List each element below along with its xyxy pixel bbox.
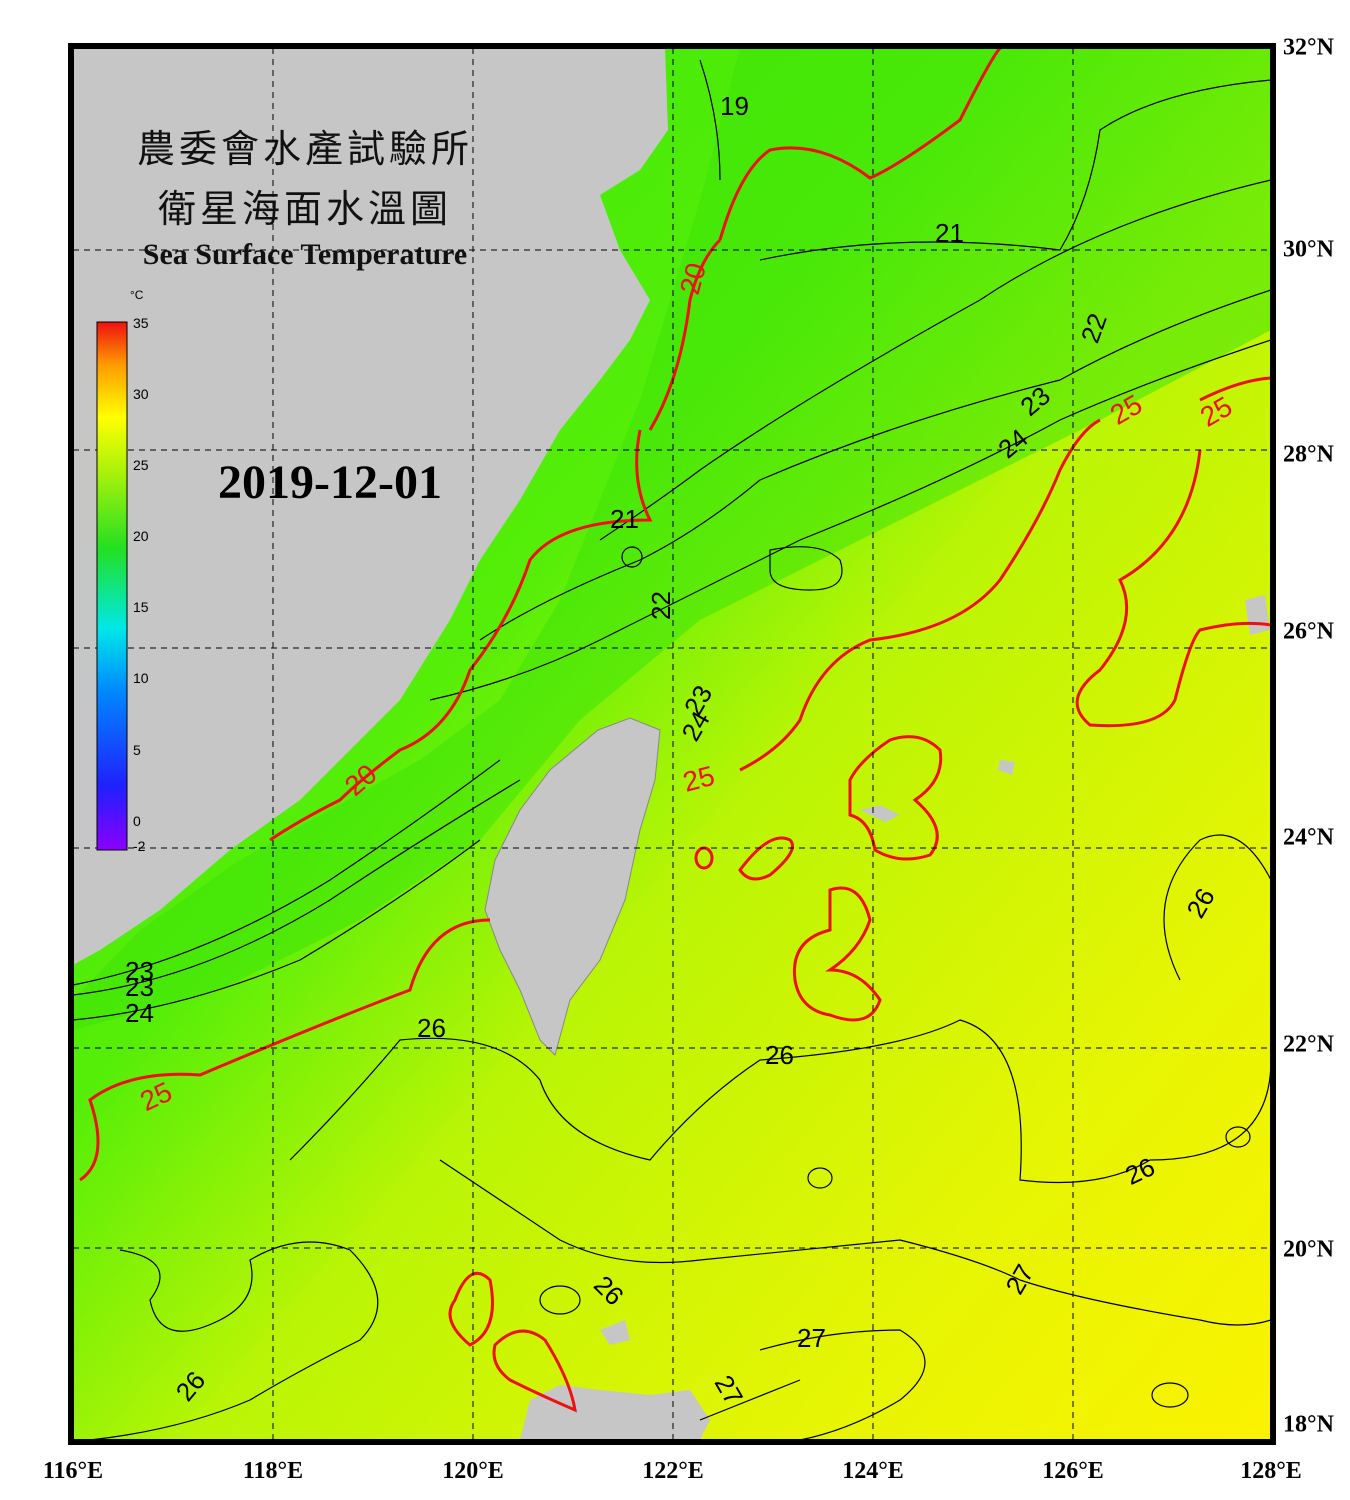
- colorbar-unit: °C: [130, 288, 144, 302]
- lat-label: 20°N: [1283, 1236, 1334, 1263]
- lon-label: 128°E: [1240, 1458, 1302, 1484]
- contour-label: 23: [125, 972, 154, 1002]
- lat-label: 30°N: [1283, 236, 1334, 263]
- lon-label: 116°E: [42, 1458, 104, 1484]
- lon-label: 122°E: [642, 1458, 704, 1484]
- lon-label: 120°E: [442, 1458, 504, 1484]
- contour-label: 23: [125, 956, 154, 986]
- colorbar-tick: 20: [133, 528, 149, 544]
- mainland-land: [73, 48, 668, 965]
- colorbar-tick: 5: [133, 742, 141, 758]
- cool-water-band: [73, 48, 1271, 1030]
- colorbar-tick: 15: [133, 599, 149, 615]
- contour-label: 22: [646, 591, 676, 620]
- lon-label: 118°E: [242, 1458, 304, 1484]
- title-chinese-line2: 衛星海面水溫圖: [157, 187, 452, 231]
- date-label: 2019-12-01: [218, 456, 442, 509]
- contour-label: 26: [765, 1040, 794, 1070]
- contour-label: 27: [797, 1323, 826, 1353]
- lon-label: 126°E: [1042, 1458, 1104, 1484]
- colorbar-tick: 10: [133, 670, 149, 686]
- colorbar-tick: 30: [133, 386, 149, 402]
- contour-label: 21: [935, 218, 964, 248]
- colorbar-tick: 35: [133, 315, 149, 331]
- map-frame: [68, 43, 1276, 1445]
- lat-label: 22°N: [1283, 1031, 1334, 1058]
- colorbar-tick: -2: [133, 838, 146, 854]
- contour-label: 21: [610, 504, 639, 534]
- lon-label: 124°E: [842, 1458, 904, 1484]
- lat-label: 18°N: [1283, 1411, 1334, 1438]
- title-english: Sea Surface Temperature: [142, 238, 468, 271]
- lat-label: 32°N: [1283, 34, 1334, 61]
- lat-label: 28°N: [1283, 441, 1334, 468]
- lat-label: 24°N: [1283, 824, 1334, 851]
- contour-label: 26: [417, 1013, 446, 1043]
- colorbar-tick: 25: [133, 457, 149, 473]
- colorbar-tick: 0: [133, 813, 141, 829]
- contour-label: 24: [125, 998, 154, 1028]
- colorbar: [96, 321, 128, 851]
- taiwan-land: [484, 717, 661, 1056]
- small-island: [600, 1320, 630, 1345]
- title-chinese-line1: 農委會水產試驗所: [136, 127, 473, 171]
- small-island: [998, 760, 1015, 775]
- luzon-land: [520, 1385, 710, 1440]
- small-island: [860, 805, 900, 822]
- contour-label: 19: [720, 91, 749, 121]
- lat-label: 26°N: [1283, 618, 1334, 645]
